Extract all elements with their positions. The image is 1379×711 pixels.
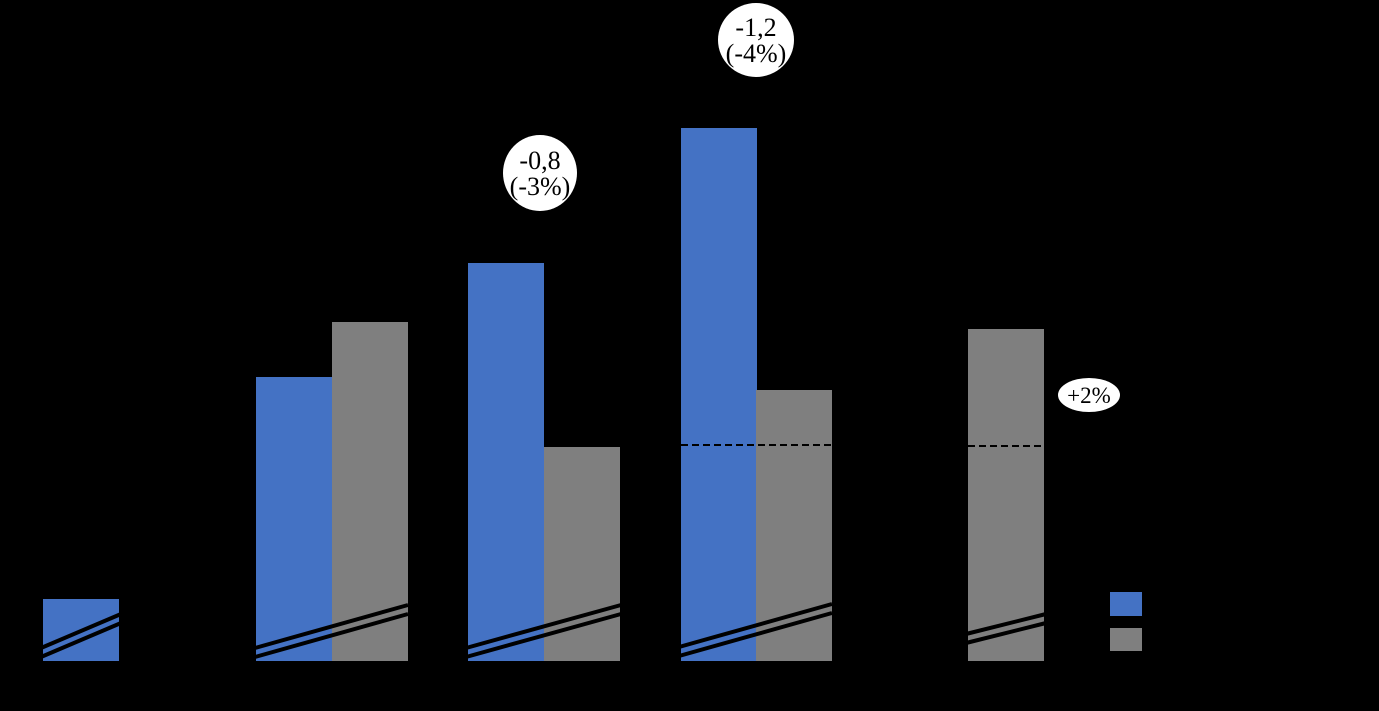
annotation-minus-1-2-text: -1,2 <box>735 13 776 42</box>
axis-break-mark-group-4 <box>678 611 833 658</box>
bar-group-2-blue <box>256 377 332 661</box>
axis-break-mark-group-2 <box>254 612 409 659</box>
annotation-plus-2-bubble <box>1058 378 1120 412</box>
axis-break-mark-group-1 <box>40 621 122 659</box>
annotation-minus-0-8-bubble <box>503 135 577 211</box>
axis-break-mark-group-3 <box>465 603 622 650</box>
axis-break-mark-group-2 <box>254 603 409 650</box>
annotation-minus-1-2-bubble <box>718 3 794 77</box>
legend-swatch-blue <box>1110 592 1142 616</box>
bar-group-3-gray <box>544 447 620 661</box>
axis-break-mark-group-5 <box>965 621 1047 645</box>
axis-break-mark-group-4 <box>678 602 833 649</box>
annotation-minus-1-2-text: (-4%) <box>726 39 787 68</box>
axis-break-mark-group-1 <box>40 612 122 650</box>
annotation-minus-0-8-text: -0,8 <box>519 146 560 175</box>
bar-group-4-blue <box>681 128 757 661</box>
bar-group-5-gray <box>968 329 1044 661</box>
axis-break-mark-group-5 <box>965 612 1047 636</box>
annotation-plus-2-text: +2% <box>1067 383 1111 408</box>
axis-break-mark-group-3 <box>465 612 622 659</box>
legend-swatch-gray <box>1110 628 1142 651</box>
bar-group-2-gray <box>332 322 408 661</box>
annotation-minus-0-8-text: (-3%) <box>510 172 571 201</box>
bar-group-3-blue <box>468 263 544 661</box>
